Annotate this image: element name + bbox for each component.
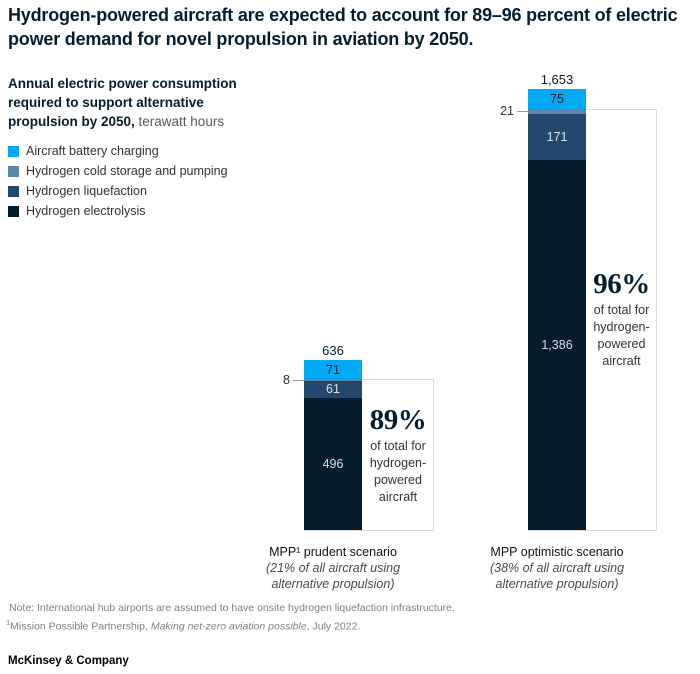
legend-swatch [8,185,19,197]
scenario-name: MPP optimistic scenario [490,545,624,559]
segment-value-label: 61 [326,382,340,397]
bar-stack: 75 171 1,386 [528,88,586,530]
x-axis-label-prudent: MPP¹ prudent scenario (21% of all aircra… [223,544,443,592]
hydrogen-share-text: 96% of total for hydrogen-powered aircra… [587,110,656,530]
bar-optimistic-scenario: 96% of total for hydrogen-powered aircra… [490,0,657,620]
hydrogen-share-caption: of total for hydrogen-powered aircraft [369,438,427,504]
bar-segment-liquefaction: 171 [528,114,586,160]
scenario-subtitle: alternative propulsion) [495,577,619,591]
legend-item-cold-storage: Hydrogen cold storage and pumping [8,161,228,181]
legend-swatch [8,165,19,177]
chart-unit-label: terawatt hours [134,114,225,129]
bar-segment-liquefaction: 61 [304,381,362,398]
callout-tick-line [517,110,528,112]
footnote: Note: International hub airports are ass… [6,602,686,634]
bar-segment-cold-storage [528,108,586,115]
segment-value-label: 71 [326,362,340,377]
bar-segment-battery-charging: 71 [304,360,362,380]
legend-label: Hydrogen electrolysis [26,204,146,218]
hydrogen-share-percent: 89% [369,403,427,436]
footnote-superscript: 1 [6,617,11,627]
bar-stack: 71 61 496 [304,360,362,530]
bar-total-label: 636 [322,343,344,359]
scenario-subtitle: (38% of all aircraft using [489,561,625,575]
callout-tick-line [293,379,304,381]
footnote-source: 1Mission Possible Partnership, Making ne… [6,617,361,633]
bar-segment-battery-charging: 75 [528,88,586,109]
segment-value-label: 1,386 [541,337,573,352]
footnote-note: Note: International hub airports are ass… [9,602,455,614]
segment-value-label: 171 [546,130,568,145]
cold-storage-value: 8 [283,373,290,388]
mckinsey-wordmark: McKinsey & Company [8,655,129,667]
bar-segment-electrolysis: 1,386 [528,159,586,530]
segment-value-label: 496 [322,456,344,471]
bar-segment-cold-storage [304,379,362,382]
legend-item-battery-charging: Aircraft battery charging [8,141,228,161]
hydrogen-share-caption: of total for hydrogen-powered aircraft [593,303,650,369]
segment-value-label: 75 [550,91,564,106]
page-title: Hydrogen-powered aircraft are expected t… [8,5,678,49]
hydrogen-share-percent: 96% [593,268,650,301]
scenario-subtitle: alternative propulsion) [271,577,395,591]
bar-total-label: 1,653 [540,71,574,87]
legend: Aircraft battery charging Hydrogen cold … [8,141,228,221]
legend-item-liquefaction: Hydrogen liquefaction [8,181,228,201]
cold-storage-callout: 8 [283,372,304,388]
chart-subtitle-bold: Annual electric power consumption requir… [8,76,237,129]
scenario-name: MPP¹ prudent scenario [269,545,397,559]
hydrogen-share-text: 89% of total for hydrogen-powered aircra… [363,380,433,530]
bar-segment-electrolysis: 496 [304,397,362,530]
legend-item-electrolysis: Hydrogen electrolysis [8,201,228,221]
cold-storage-value: 21 [500,104,514,119]
x-axis-label-optimistic: MPP optimistic scenario (38% of all airc… [447,544,667,592]
cold-storage-callout: 21 [500,103,528,119]
chart-subtitle: Annual electric power consumption requir… [8,74,262,131]
legend-swatch [8,145,19,157]
legend-label: Hydrogen cold storage and pumping [26,164,228,178]
bar-prudent-scenario: 89% of total for hydrogen-powered aircra… [266,0,434,620]
scenario-subtitle: (21% of all aircraft using [265,561,401,575]
legend-swatch [8,205,19,217]
legend-label: Hydrogen liquefaction [26,184,147,198]
legend-label: Aircraft battery charging [26,144,159,158]
